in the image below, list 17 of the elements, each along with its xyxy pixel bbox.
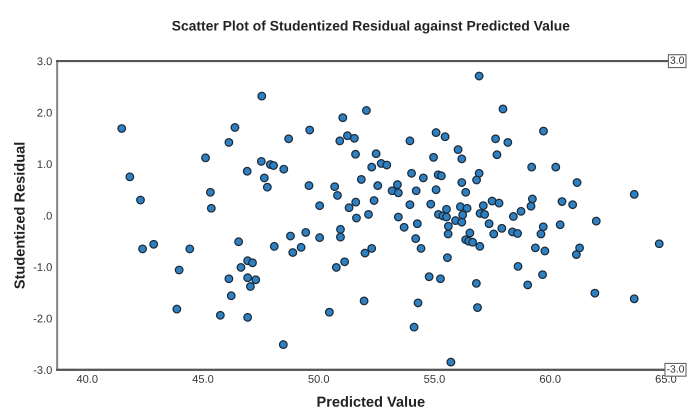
ref-line-label: 3.0: [670, 56, 684, 64]
x-axis-title: Predicted Value: [317, 396, 425, 407]
y-tick-label: 1.0: [38, 160, 52, 168]
x-tick-label: 55.0: [424, 374, 445, 383]
y-tick-label: -3.0: [34, 366, 52, 374]
chart-title: Scatter Plot of Studentized Residual against Predicted Value: [172, 20, 570, 34]
y-tick-label: -2.0: [34, 314, 52, 322]
x-tick-label: 40.0: [76, 374, 98, 383]
x-tick-label: 60.0: [540, 374, 561, 383]
y-axis-title: Studentized Residual: [14, 142, 25, 289]
y-tick-label: -1.0: [34, 263, 52, 272]
y-tick-label: 3.0: [37, 57, 52, 66]
y-tick-label: 2.0: [37, 108, 52, 117]
x-tick-label: 50.0: [308, 374, 330, 383]
y-tick-label: .0: [44, 212, 52, 220]
x-tick-label: 45.0: [192, 374, 214, 383]
ref-line-label: -3.0: [666, 365, 684, 373]
